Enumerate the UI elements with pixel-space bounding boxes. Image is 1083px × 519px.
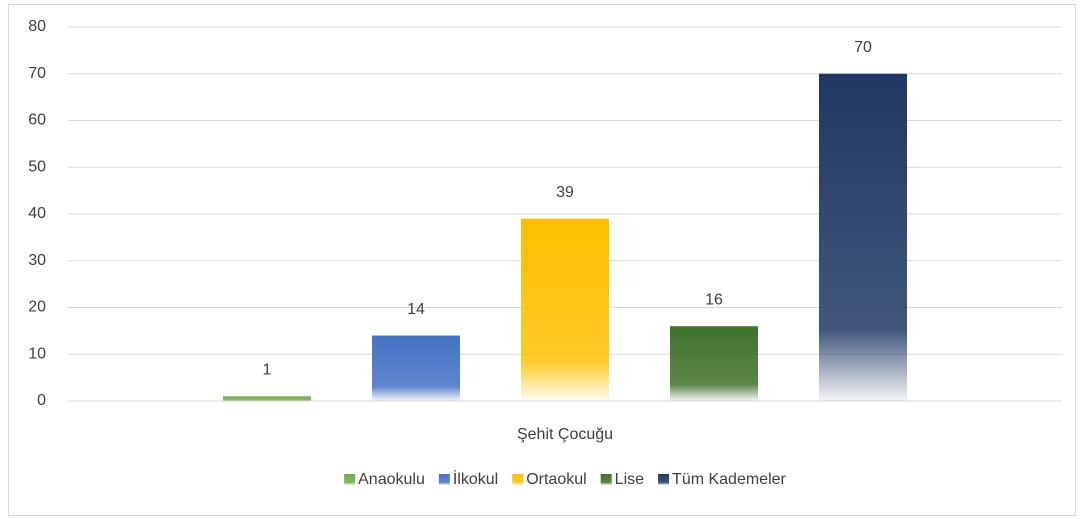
legend-label: Anaokulu — [358, 471, 425, 488]
y-tick-label: 70 — [28, 65, 46, 82]
y-tick-label: 50 — [28, 158, 46, 175]
y-tick-label: 20 — [28, 299, 46, 316]
y-tick-label: 0 — [37, 392, 46, 409]
data-label: 16 — [705, 291, 723, 308]
data-label: 70 — [854, 39, 872, 56]
bar — [223, 396, 311, 401]
legend-label: İlkokul — [453, 469, 498, 488]
legend-swatch — [438, 474, 450, 485]
legend-label: Ortaokul — [526, 471, 586, 488]
data-label: 39 — [556, 184, 574, 201]
x-tick-label: Şehit Çocuğu — [517, 426, 613, 443]
legend-label: Lise — [615, 471, 644, 488]
y-tick-label: 40 — [28, 205, 46, 222]
legend-swatch — [344, 474, 356, 485]
data-label: 1 — [263, 362, 272, 379]
legend-swatch — [600, 474, 612, 485]
bar — [521, 218, 609, 401]
y-tick-label: 10 — [28, 345, 46, 362]
legend-swatch — [658, 474, 670, 485]
y-tick-label: 80 — [28, 18, 46, 35]
legend: Anaokulu İlkokul Ortaokul Lise Tüm Kademeler — [344, 469, 787, 488]
y-tick-label: 30 — [28, 252, 46, 269]
legend-swatch — [512, 474, 524, 485]
bar — [819, 73, 907, 401]
data-label: 14 — [407, 301, 425, 318]
bar — [372, 335, 460, 401]
bar — [670, 326, 758, 401]
legend-label: Tüm Kademeler — [672, 471, 786, 488]
y-tick-label: 60 — [28, 112, 46, 129]
